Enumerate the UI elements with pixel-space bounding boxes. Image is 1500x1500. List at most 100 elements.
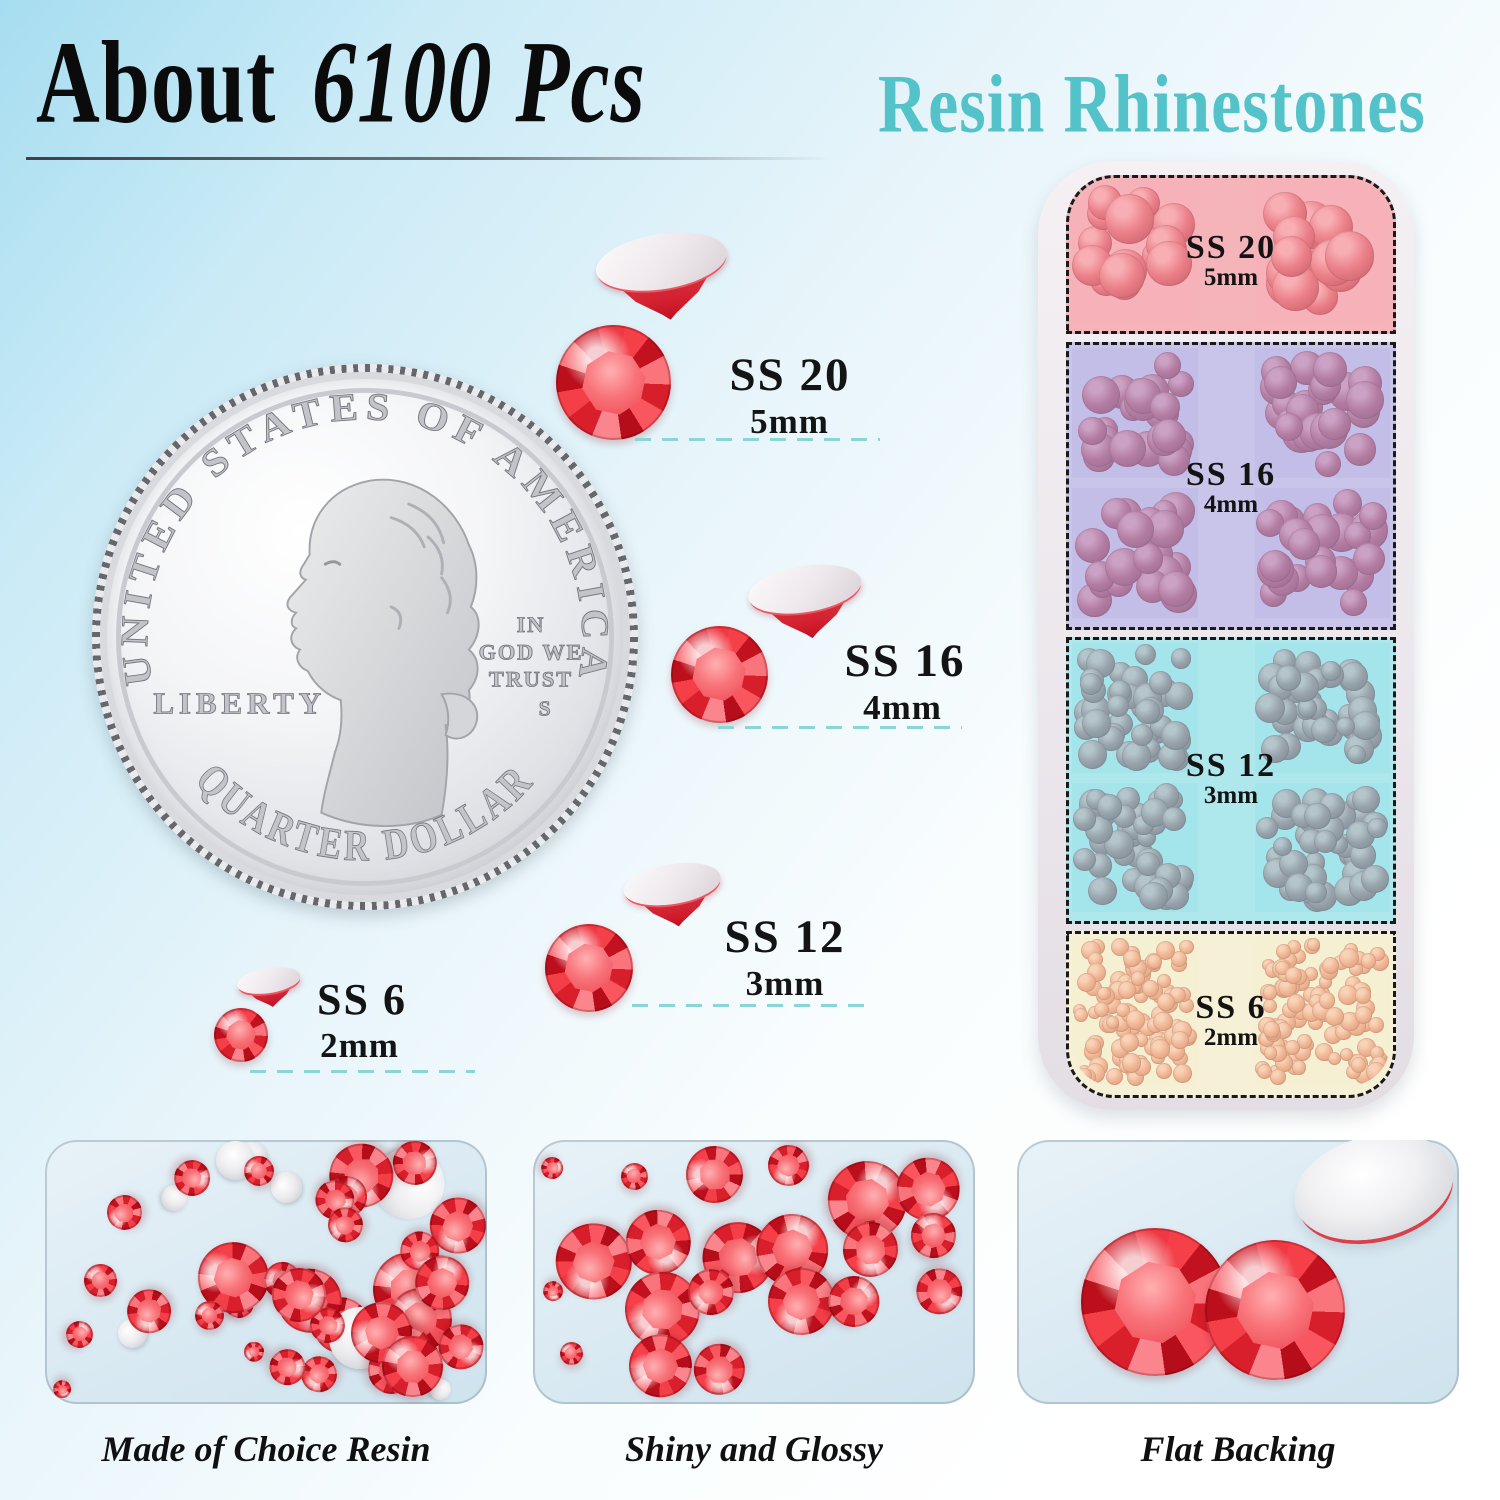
gem-flat-back [744,557,865,621]
rhinestone [1339,589,1367,616]
coin-motto-line2: GOD WE [479,639,584,664]
box-compartment [1072,937,1198,1086]
rhinestone [61,1317,97,1352]
tint-overlay [1072,782,1198,912]
rhinestone [1147,954,1163,970]
rhinestone [1076,1068,1092,1084]
rhinestone [1287,939,1301,954]
rhinestone [104,1192,145,1233]
rhinestone [1097,986,1111,1001]
rhinestone [1156,941,1176,961]
rhinestone [760,1140,818,1195]
rhinestone [1098,252,1145,299]
rhinestone [1130,724,1153,747]
rhinestone [1352,542,1385,575]
eye-line [323,560,342,566]
dashed-underline-ss20 [635,438,880,441]
rhinestone [1354,1006,1372,1024]
box-compartment [1255,348,1390,478]
rhinestone [674,1140,754,1214]
rhinestone [1072,847,1096,871]
coin-motto-line1: IN [517,612,546,637]
feature-photo-resin [45,1140,487,1404]
rhinestone [1132,543,1164,574]
rhinestone [1262,985,1277,1000]
rhinestone [1346,745,1367,765]
dashed-underline-ss12 [632,1004,872,1007]
rhinestone [1304,803,1331,830]
rhinestone [1354,987,1372,1004]
rhinestone [1142,980,1160,998]
rhinestone [1274,412,1304,442]
size-mm-ss6: 2mm [320,1026,399,1065]
rhinestone [1322,957,1340,975]
rhinestone [1134,643,1157,665]
rhinestone [1256,817,1278,839]
quarter-coin: UNITED STATES OF AMERICA QUARTER DOLLAR … [92,364,638,910]
rhinestone [1178,939,1194,955]
rhinestone [1264,366,1298,400]
feature-caption-flat-backing: Flat Backing [1140,1429,1336,1469]
rhinestone [1105,194,1155,244]
coin-inner-rim [116,388,614,886]
rhinestone [1119,1032,1139,1052]
rhinestone [1116,1002,1130,1017]
tint-overlay [1072,643,1198,773]
rhinestone [1105,1015,1119,1029]
rhinestone [825,1274,882,1330]
rhinestone-top-view-ss6 [214,1008,268,1062]
box-size-mm: 4mm [1203,491,1259,519]
box-compartment [1072,348,1198,478]
rhinestone [1171,951,1188,968]
rhinestone [1072,807,1096,831]
rhinestone [1171,1031,1189,1049]
gem-flat-back [591,224,731,299]
box-section-label: SS 6 2mm [1069,990,1393,1051]
rhinestone [1172,1064,1192,1084]
rhinestone [1350,1057,1367,1073]
size-label-ss20: SS 20 [729,349,851,401]
rhinestone [1153,351,1181,379]
rhinestone [1130,971,1146,987]
box-compartment [1255,181,1390,322]
rhinestone [683,1334,755,1404]
ponytail-bow [440,692,479,740]
rhinestone [1315,451,1342,478]
box-section-ss20: SS 20 5mm [1066,175,1396,334]
dashed-underline-ss6 [250,1070,475,1073]
tint-overlay [1072,937,1198,1086]
box-section-ss16: SS 16 4mm [1066,342,1396,630]
rhinestone [1367,818,1388,838]
tint-overlay [1072,488,1198,618]
rhinestone [1361,864,1390,894]
rhinestone [1275,665,1302,692]
dashed-underline-ss16 [718,726,962,729]
rhinestone [1146,240,1192,287]
tint-overlay [1255,488,1390,618]
rhinestone [1156,1062,1173,1079]
tint-overlay [1255,348,1390,478]
coin-liberty: LIBERTY [153,686,326,721]
size-label-ss12: SS 12 [724,911,846,963]
rhinestone [1135,698,1161,724]
rhinestone [1366,1062,1386,1082]
rhinestone [1318,992,1336,1010]
rhinestone [1153,1011,1173,1032]
title-underline [26,157,832,160]
feature-caption-glossy: Shiny and Glossy [624,1429,884,1469]
box-compartment [1072,181,1198,322]
rhinestone [1077,972,1097,992]
rhinestone [1081,375,1121,415]
rhinestone [1121,1052,1142,1073]
rhinestone [1340,1011,1360,1032]
page-title: About 6100 Pcs [36,14,660,148]
rhinestone [1258,549,1291,582]
rhinestone [1286,994,1306,1013]
rhinestone [1078,416,1107,446]
box-compartment [1255,782,1390,912]
rhinestone [1352,785,1380,814]
tint-overlay [1072,348,1198,478]
rhinestone [1262,999,1277,1013]
rhinestone [1257,1064,1273,1079]
